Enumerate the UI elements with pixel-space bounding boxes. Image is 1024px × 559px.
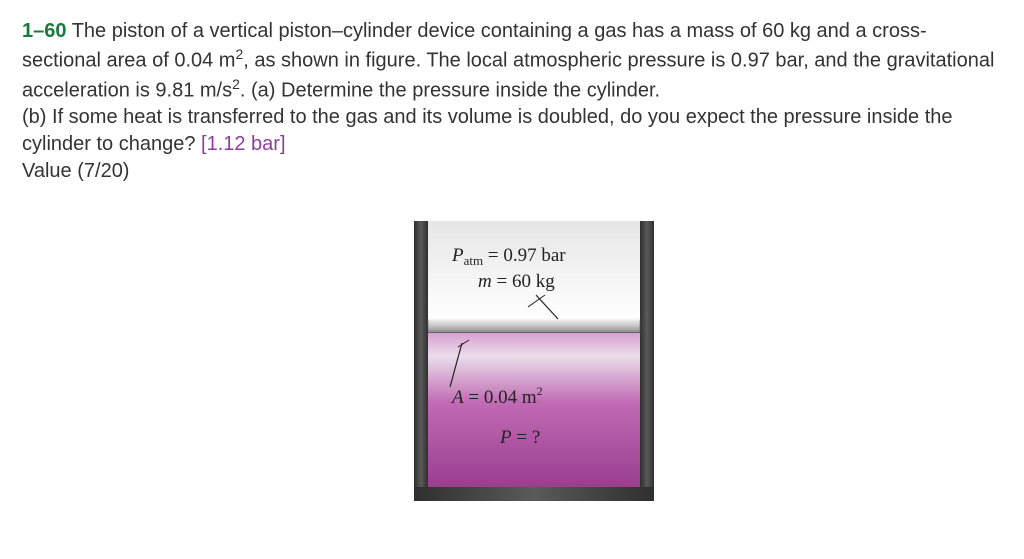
cylinder-right-wall — [640, 221, 654, 501]
cylinder-bottom-wall — [414, 487, 654, 501]
part-b-label: (b) — [22, 106, 46, 128]
svg-text:P = ?: P = ? — [499, 427, 540, 448]
label-pressure: P = ? — [499, 427, 540, 448]
svg-text:m = 60 kg: m = 60 kg — [478, 271, 555, 292]
value-line: Value (7/20) — [22, 160, 129, 182]
figure-container: Patm = 0.97 bar m = 60 kg A = 0.04 m2 P … — [22, 203, 1002, 531]
cylinder-air-region — [428, 221, 640, 319]
cylinder-left-wall — [414, 221, 428, 501]
piston-cylinder-diagram: Patm = 0.97 bar m = 60 kg A = 0.04 m2 P … — [22, 203, 1024, 523]
label-area: A = 0.04 m2 — [450, 384, 543, 408]
gas-region — [428, 333, 640, 487]
label-mass: m = 60 kg — [478, 271, 555, 292]
problem-statement: 1–60 The piston of a vertical piston–cyl… — [22, 18, 1002, 185]
problem-text-3: . (a) Determine the pressure inside the … — [240, 79, 660, 101]
problem-text-4: If some heat is transferred to the gas a… — [22, 106, 953, 155]
problem-number: 1–60 — [22, 20, 67, 42]
svg-text:A = 0.04 m2: A = 0.04 m2 — [450, 384, 543, 408]
sup-2b: 2 — [232, 76, 240, 92]
answer-hint: [1.12 bar] — [201, 133, 286, 155]
piston — [428, 319, 640, 333]
